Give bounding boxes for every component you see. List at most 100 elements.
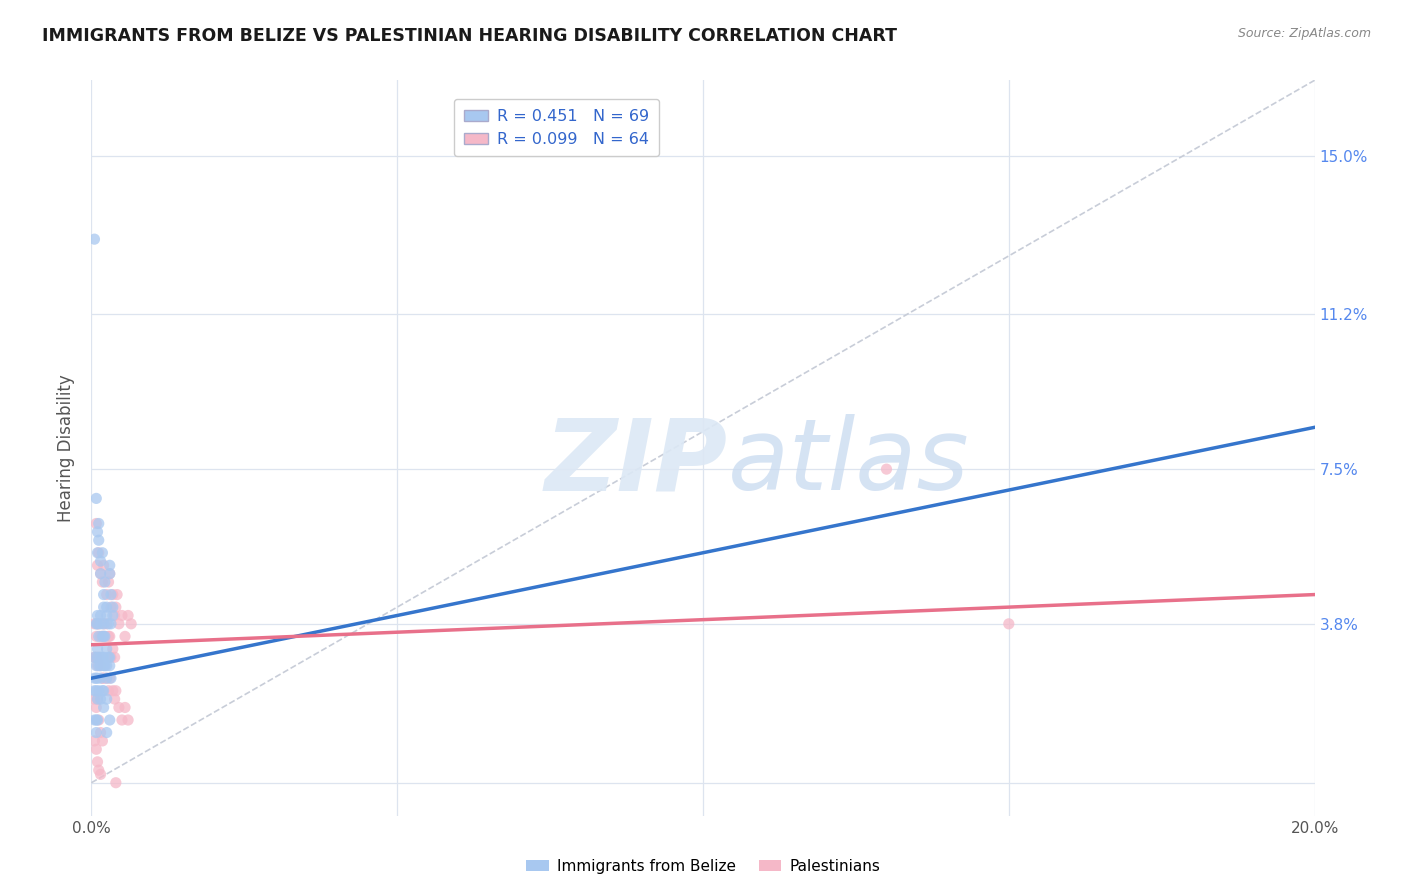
Point (83, 692, 105, 706)
Point (104, 683, 127, 698)
Point (111, 608, 134, 623)
Point (84, 491, 107, 506)
Point (100, 616, 122, 631)
Point (87, 546, 110, 560)
Point (87, 763, 110, 777)
Point (86, 671, 108, 685)
Point (101, 608, 124, 623)
Point (93, 658, 115, 673)
Point (104, 650, 127, 665)
Point (83, 232, 105, 246)
Point (120, 616, 142, 631)
Point (93, 588, 115, 602)
Point (98, 650, 121, 665)
Point (98, 566, 121, 581)
Point (86, 616, 108, 631)
Point (87, 683, 110, 698)
Text: IMMIGRANTS FROM BELIZE VS PALESTINIAN HEARING DISABILITY CORRELATION CHART: IMMIGRANTS FROM BELIZE VS PALESTINIAN HE… (42, 27, 897, 45)
Point (100, 600, 122, 615)
Point (86, 713, 108, 727)
Point (114, 629, 136, 643)
Point (86, 616, 108, 631)
Point (87, 533, 110, 548)
Point (93, 558, 115, 573)
Point (86, 524, 108, 539)
Point (97, 575, 120, 590)
Point (96, 588, 118, 602)
Point (86, 658, 108, 673)
Point (90, 767, 112, 781)
Point (998, 616, 1021, 631)
Point (93, 616, 115, 631)
Point (84, 700, 107, 714)
Point (117, 608, 139, 623)
Point (101, 683, 124, 698)
Point (111, 713, 134, 727)
Point (101, 588, 124, 602)
Point (875, 462, 898, 476)
Point (114, 700, 136, 714)
Point (87, 713, 110, 727)
Point (90, 608, 112, 623)
Point (87, 516, 110, 531)
Legend: R = 0.451   N = 69, R = 0.099   N = 64: R = 0.451 N = 69, R = 0.099 N = 64 (454, 99, 659, 156)
Point (108, 616, 131, 631)
Y-axis label: Hearing Disability: Hearing Disability (58, 375, 76, 522)
Point (90, 658, 112, 673)
Point (96, 671, 118, 685)
Point (86, 642, 108, 657)
Point (83, 650, 105, 665)
Point (94, 629, 117, 643)
Text: Source: ZipAtlas.com: Source: ZipAtlas.com (1237, 27, 1371, 40)
Point (90, 554, 112, 568)
Point (94, 658, 117, 673)
Point (98, 558, 121, 573)
Point (100, 650, 122, 665)
Point (96, 616, 118, 631)
Point (83, 713, 105, 727)
Point (93, 650, 115, 665)
Point (93, 683, 115, 698)
Point (97, 616, 120, 631)
Point (97, 683, 120, 698)
Point (90, 629, 112, 643)
Point (96, 692, 118, 706)
Point (97, 650, 120, 665)
Legend: Immigrants from Belize, Palestinians: Immigrants from Belize, Palestinians (520, 853, 886, 880)
Point (104, 608, 127, 623)
Point (105, 588, 128, 602)
Point (86, 692, 108, 706)
Point (94, 629, 117, 643)
Point (117, 713, 139, 727)
Point (91, 734, 114, 748)
Point (98, 713, 121, 727)
Point (96, 671, 118, 685)
Point (84, 725, 107, 739)
Point (90, 692, 112, 706)
Point (100, 671, 122, 685)
Point (93, 600, 115, 615)
Point (90, 566, 112, 581)
Point (84, 650, 107, 665)
Point (93, 700, 115, 714)
Point (96, 658, 118, 673)
Point (90, 566, 112, 581)
Point (83, 616, 105, 631)
Point (96, 642, 118, 657)
Point (84, 658, 107, 673)
Point (96, 608, 118, 623)
Point (86, 650, 108, 665)
Point (83, 650, 105, 665)
Point (84, 516, 107, 531)
Text: atlas: atlas (727, 415, 969, 511)
Point (98, 658, 121, 673)
Point (96, 600, 118, 615)
Point (90, 650, 112, 665)
Point (91, 650, 114, 665)
Point (84, 616, 107, 631)
Point (87, 658, 110, 673)
Point (87, 629, 110, 643)
Point (83, 734, 105, 748)
Point (87, 650, 110, 665)
Point (93, 616, 115, 631)
